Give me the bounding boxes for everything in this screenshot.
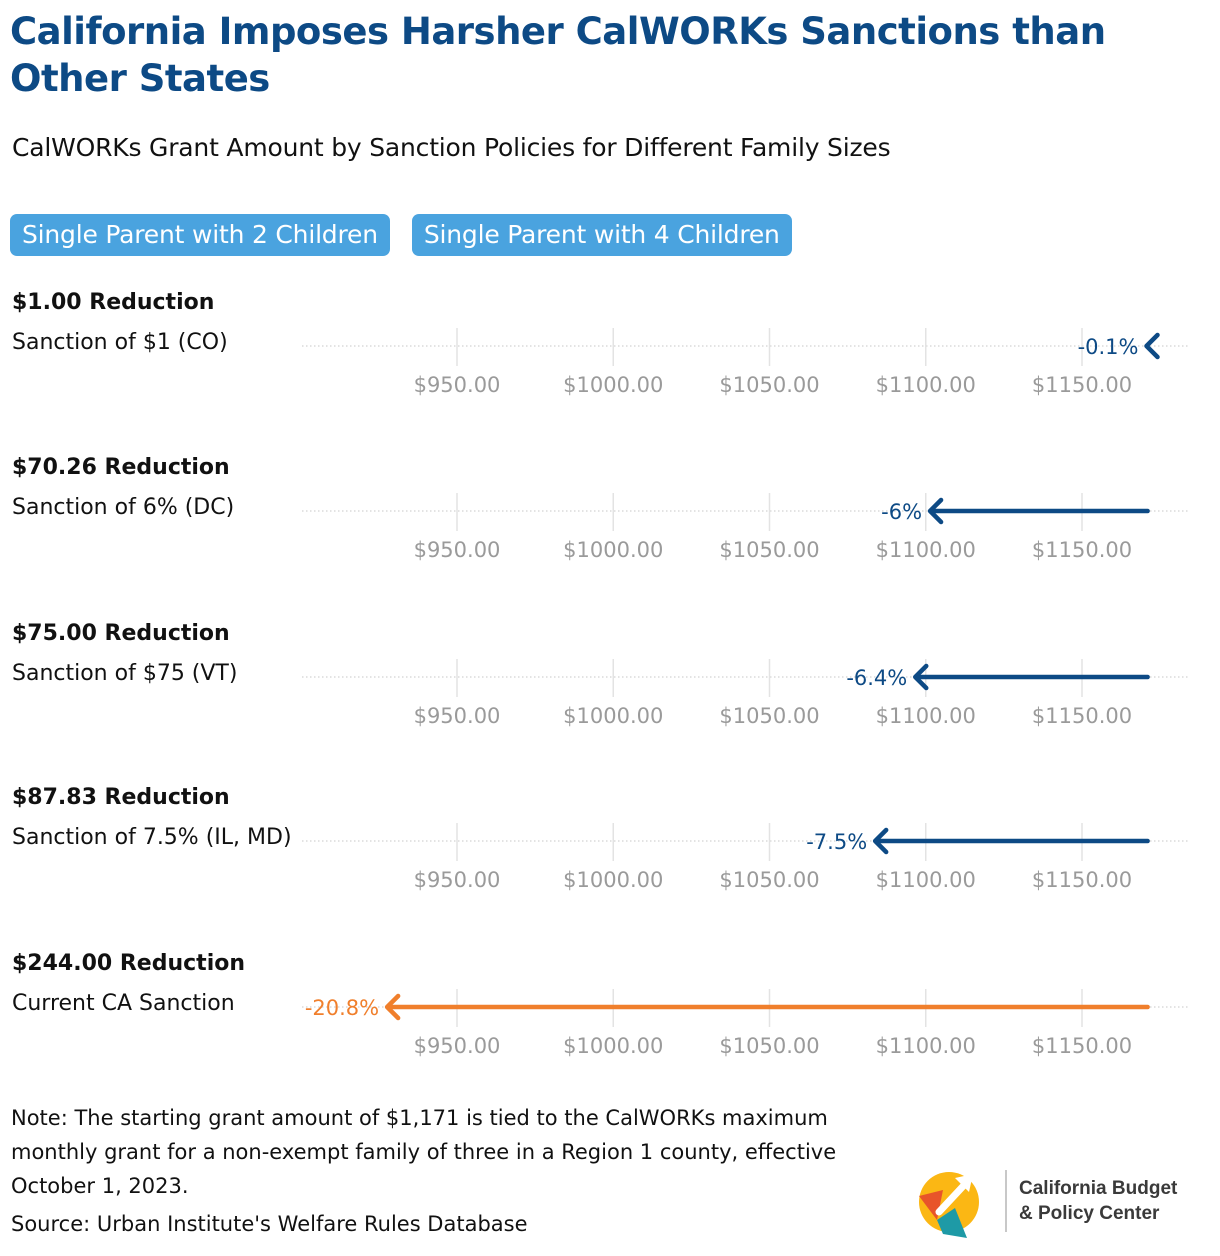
family-size-tabs: Single Parent with 2 Children Single Par… [10, 214, 792, 256]
arrow-head [1144, 332, 1160, 360]
x-tick-label: $1100.00 [876, 538, 976, 562]
x-tick-label: $1050.00 [719, 373, 819, 397]
x-tick-label: $1000.00 [563, 373, 663, 397]
logo-line-2: & Policy Center [1019, 1203, 1160, 1224]
sanction-label: Sanction of 6% (DC) [12, 495, 235, 520]
x-tick-label: $950.00 [414, 373, 501, 397]
arrow-chart: $950.00 $1000.00 $1050.00 $1100.00 $1150.00 -… [302, 493, 1190, 562]
cbpc-logo: California Budget & Policy Center [915, 1160, 1215, 1240]
chart-source: Source: Urban Institute's Welfare Rules … [11, 1212, 528, 1236]
panel-co: $1.00 Reduction Sanction of $1 (CO) $950… [0, 290, 1220, 430]
reduction-amount: $87.83 Reduction [12, 785, 230, 810]
logo-divider [1005, 1170, 1007, 1232]
x-tick-label: $1100.00 [876, 868, 976, 892]
chart-note: Note: The starting grant amount of $1,17… [11, 1106, 837, 1198]
arrow-chart: $950.00 $1000.00 $1050.00 $1100.00 $1150.00 -… [302, 989, 1190, 1058]
percent-change-label: -6.4% [846, 666, 907, 690]
panel-vt: $75.00 Reduction Sanction of $75 (VT) $9… [0, 621, 1220, 761]
arrow-chart: $950.00 $1000.00 $1050.00 $1100.00 $1150.00 -… [302, 659, 1190, 728]
x-tick-label: $950.00 [414, 868, 501, 892]
sanction-label: Sanction of 7.5% (IL, MD) [12, 825, 292, 850]
x-tick-label: $1050.00 [719, 868, 819, 892]
panel-il-md: $87.83 Reduction Sanction of 7.5% (IL, M… [0, 785, 1220, 925]
logo-line-1: California Budget [1019, 1178, 1178, 1199]
percent-change-label: -0.1% [1078, 335, 1139, 359]
percent-change-label: -6% [881, 500, 922, 524]
x-tick-label: $1150.00 [1032, 1034, 1132, 1058]
x-tick-label: $1150.00 [1032, 868, 1132, 892]
arrow-head [384, 993, 401, 1021]
sanction-label: Current CA Sanction [12, 991, 235, 1016]
chart-subtitle: CalWORKs Grant Amount by Sanction Polici… [12, 133, 891, 162]
x-tick-label: $1000.00 [563, 868, 663, 892]
tab-single-parent-4-children[interactable]: Single Parent with 4 Children [411, 214, 792, 256]
x-tick-label: $1000.00 [563, 1034, 663, 1058]
x-tick-label: $1150.00 [1032, 373, 1132, 397]
cbpc-logo-icon [919, 1172, 979, 1238]
arrow-chart: $950.00 $1000.00 $1050.00 $1100.00 $1150.00 -… [302, 328, 1190, 397]
arrow-head [913, 663, 929, 691]
x-tick-label: $1050.00 [719, 704, 819, 728]
panel-dc: $70.26 Reduction Sanction of 6% (DC) $95… [0, 455, 1220, 595]
x-tick-label: $1150.00 [1032, 538, 1132, 562]
x-tick-label: $1150.00 [1032, 704, 1132, 728]
chart-title: California Imposes Harsher CalWORKs Sanc… [10, 10, 1106, 100]
arrow-head [872, 827, 889, 855]
x-tick-label: $1000.00 [563, 704, 663, 728]
x-tick-label: $950.00 [414, 1034, 501, 1058]
x-tick-label: $1000.00 [563, 538, 663, 562]
sanction-label: Sanction of $1 (CO) [12, 330, 228, 355]
x-tick-label: $1100.00 [876, 373, 976, 397]
reduction-amount: $75.00 Reduction [12, 621, 230, 646]
logo-text: California Budget & Policy Center [1019, 1176, 1177, 1226]
tab-single-parent-2-children[interactable]: Single Parent with 2 Children [10, 214, 390, 256]
x-tick-label: $950.00 [414, 538, 501, 562]
panel-ca: $244.00 Reduction Current CA Sanction $9… [0, 951, 1220, 1091]
reduction-amount: $1.00 Reduction [12, 290, 215, 315]
x-tick-label: $1100.00 [876, 704, 976, 728]
sanction-label: Sanction of $75 (VT) [12, 661, 238, 686]
x-tick-label: $950.00 [414, 704, 501, 728]
x-tick-label: $1100.00 [876, 1034, 976, 1058]
x-tick-label: $1050.00 [719, 538, 819, 562]
percent-change-label: -7.5% [806, 830, 867, 854]
reduction-amount: $244.00 Reduction [12, 951, 246, 976]
arrow-head [927, 497, 944, 525]
percent-change-label: -20.8% [305, 996, 379, 1020]
arrow-chart: $950.00 $1000.00 $1050.00 $1100.00 $1150.00 -… [302, 823, 1190, 892]
x-tick-label: $1050.00 [719, 1034, 819, 1058]
reduction-amount: $70.26 Reduction [12, 455, 230, 480]
